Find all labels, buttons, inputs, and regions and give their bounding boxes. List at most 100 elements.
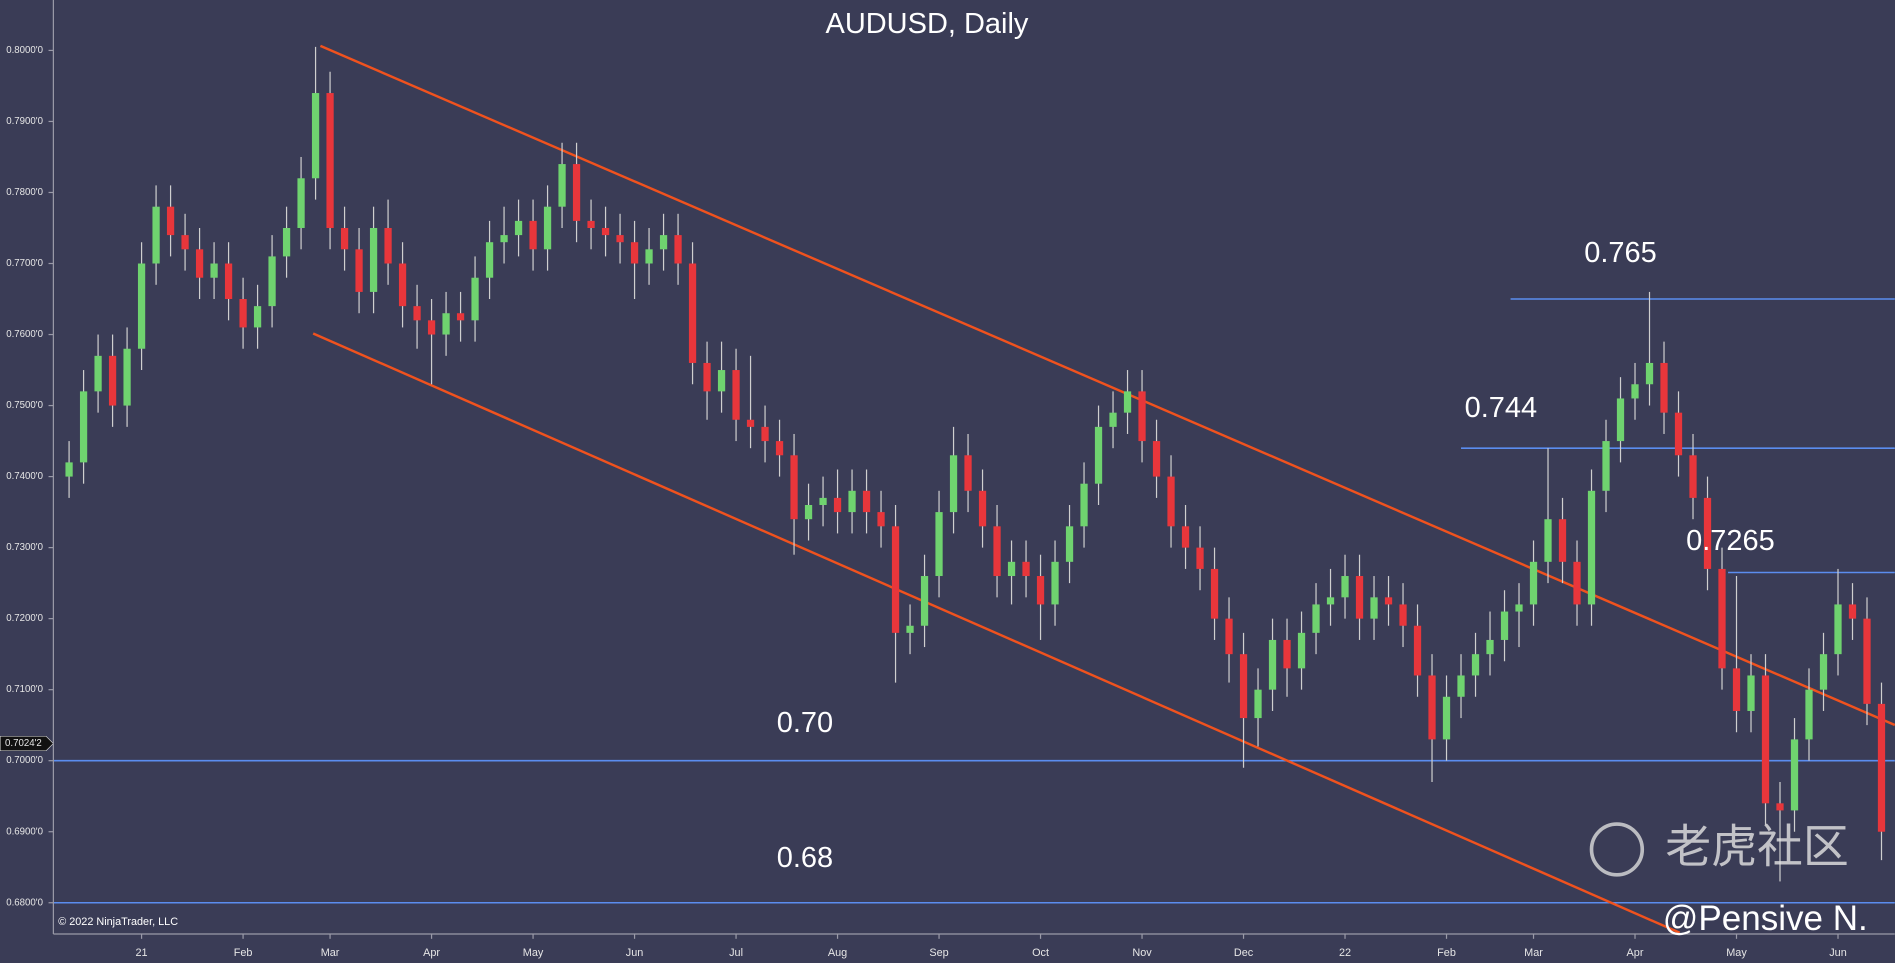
level-label: 0.7265	[1686, 525, 1775, 557]
candle-body	[630, 242, 639, 264]
copyright: © 2022 NinjaTrader, LLC	[58, 916, 178, 928]
candle-body	[413, 306, 421, 321]
candle-body	[1500, 611, 1509, 640]
candle-body	[1761, 675, 1770, 804]
candle-body	[862, 490, 871, 513]
candle-body	[224, 263, 233, 300]
candle-body	[369, 227, 378, 292]
candle-body	[1007, 561, 1016, 577]
candle-body	[1587, 490, 1596, 605]
x-tick-label: 21	[136, 947, 148, 959]
candle-body	[1283, 639, 1291, 669]
candle-body	[833, 497, 842, 513]
candle-body	[775, 441, 784, 456]
candle-body	[456, 313, 465, 321]
y-tick-label: 0.7300'0	[6, 542, 43, 553]
y-tick-label: 0.7500'0	[6, 400, 43, 411]
candle-body	[210, 263, 218, 278]
level-label: 0.744	[1465, 392, 1538, 424]
candle-body	[500, 235, 508, 243]
candle-body	[674, 235, 682, 264]
candle-body	[746, 419, 755, 427]
candle-body	[1747, 675, 1755, 711]
candle-body	[1138, 391, 1146, 442]
x-tick-label: Apr	[423, 947, 440, 959]
candle-body	[1544, 519, 1552, 562]
candle-body	[761, 426, 769, 442]
watermark-logo	[1589, 822, 1645, 877]
candle-body	[514, 220, 523, 236]
x-tick-label: Apr	[1627, 947, 1644, 959]
x-tick-label: Oct	[1032, 947, 1049, 959]
candle-body	[340, 227, 349, 250]
candle-body	[1109, 412, 1117, 427]
candle-body	[978, 490, 987, 527]
candle-body	[1312, 604, 1320, 633]
candle-body	[326, 93, 334, 228]
candle-body	[195, 249, 204, 278]
candle-body	[1674, 412, 1683, 456]
candle-body	[1689, 455, 1697, 498]
candle-body	[1152, 441, 1161, 477]
candle-body	[1326, 597, 1335, 605]
x-tick-label: May	[1726, 947, 1747, 959]
y-tick-label: 0.7700'0	[6, 258, 43, 269]
candle-body	[1718, 568, 1726, 669]
candle-body	[94, 355, 102, 392]
watermark: 老虎社区	[1665, 821, 1849, 873]
candle-body	[1370, 597, 1378, 619]
candle-body	[1471, 654, 1480, 676]
candle-body	[398, 263, 407, 307]
candle-body	[1834, 604, 1842, 655]
x-tick-label: Jun	[1829, 947, 1847, 959]
candle-body	[1254, 689, 1262, 719]
chart-title: AUDUSD, Daily	[825, 8, 1028, 40]
candle-body	[1805, 689, 1813, 740]
candle-body	[920, 576, 929, 626]
candle-body	[1515, 604, 1523, 612]
candle-body	[1167, 476, 1175, 527]
candle-body	[1529, 561, 1538, 605]
candle-body	[152, 206, 160, 264]
candle-body	[1181, 526, 1190, 548]
candle-body	[1457, 675, 1465, 697]
candle-body	[993, 526, 1001, 577]
x-tick-label: Sep	[929, 947, 948, 959]
y-tick-label: 0.6800'0	[6, 897, 43, 908]
candle-body	[311, 93, 320, 179]
candle-body	[1703, 497, 1712, 569]
candle-body	[1790, 739, 1799, 811]
candle-body	[1225, 618, 1233, 655]
candle-body	[1210, 568, 1219, 619]
candle-body	[964, 455, 972, 491]
candle-body	[877, 512, 885, 527]
candle-body	[1863, 618, 1871, 704]
candle-body	[253, 306, 262, 328]
y-tick-label: 0.7100'0	[6, 684, 43, 695]
candle-body	[65, 462, 73, 477]
candle-body	[790, 455, 798, 520]
candle-body	[1877, 703, 1886, 832]
candle-body	[935, 512, 943, 577]
y-tick-label: 0.6900'0	[6, 826, 43, 837]
candle-body	[1776, 803, 1784, 811]
candle-body	[688, 263, 697, 363]
candle-body	[1602, 441, 1610, 491]
candle-body	[1413, 625, 1422, 676]
x-tick-label: Feb	[1437, 947, 1456, 959]
x-tick-label: 22	[1339, 947, 1351, 959]
level-label: 0.765	[1584, 237, 1657, 269]
candle-body	[239, 299, 247, 328]
candle-body	[355, 249, 363, 292]
candle-body	[268, 256, 276, 307]
candle-body	[1660, 362, 1668, 413]
candle-body	[1848, 604, 1857, 619]
candle-body	[1442, 696, 1451, 740]
channel-upper	[319, 44, 1895, 727]
candle-body	[1631, 384, 1639, 399]
candle-body	[558, 164, 566, 207]
candle-body	[181, 235, 189, 250]
x-tick-label: Aug	[828, 947, 847, 959]
candle-body	[1428, 675, 1436, 740]
